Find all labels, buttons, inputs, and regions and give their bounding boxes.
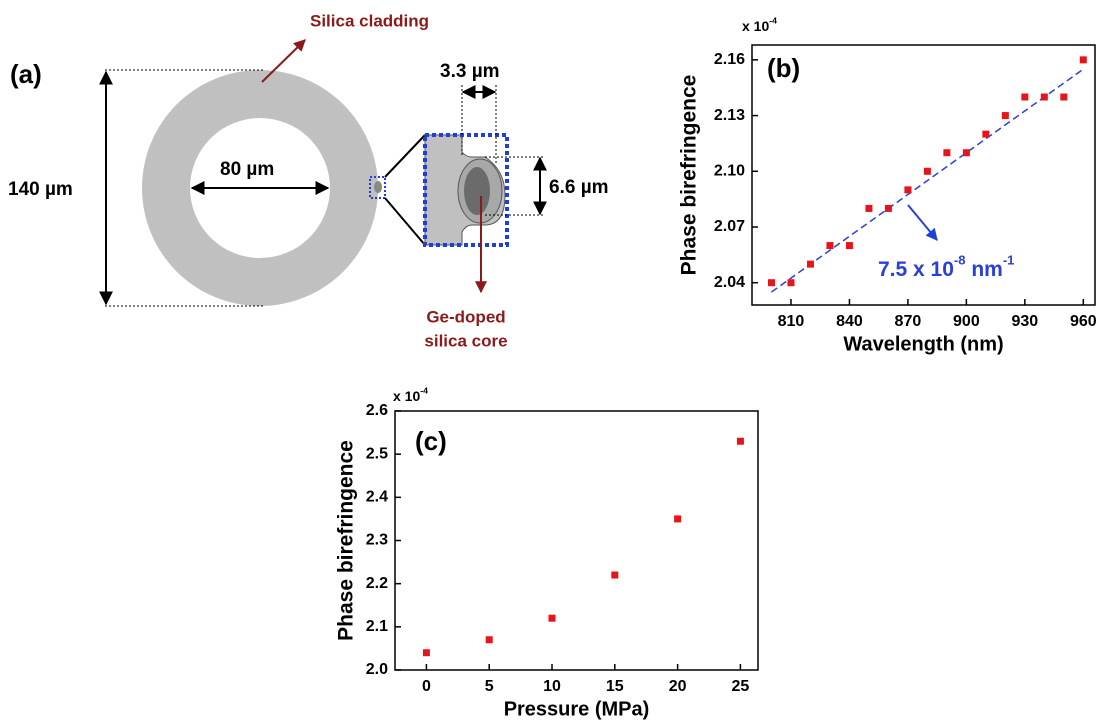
superscript: -1 xyxy=(1003,253,1015,268)
panel-label: (a) xyxy=(10,59,42,89)
x-tick-label: 930 xyxy=(1011,313,1038,330)
point xyxy=(736,437,744,445)
point xyxy=(548,614,556,622)
core-small xyxy=(374,181,382,193)
y-tick-label: 2.6 xyxy=(366,402,388,419)
dimension-label: 6.6 µm xyxy=(549,177,609,198)
text-part: 7.5 x 10 xyxy=(878,258,954,281)
x-axis-label: Wavelength (nm) xyxy=(843,333,1003,355)
x-tick-label: 840 xyxy=(836,313,863,330)
x-tick-label: 10 xyxy=(543,678,561,695)
x-tick-label: 15 xyxy=(606,678,624,695)
text-part: nm xyxy=(965,258,1002,281)
dimension-label: 3.3 µm xyxy=(440,61,500,82)
point xyxy=(962,149,970,157)
point xyxy=(1021,93,1029,101)
annotation: 7.5 x 10-8 nm-1 xyxy=(878,253,1014,281)
annotation: x 10-4 xyxy=(393,386,428,404)
y-tick-label: 2.1 xyxy=(366,618,388,635)
point xyxy=(611,571,619,579)
y-tick-label: 2.3 xyxy=(366,532,388,549)
cladding-label: Silica cladding xyxy=(310,11,429,30)
panel-label: (c) xyxy=(415,426,447,456)
y-tick-label: 2.07 xyxy=(714,218,745,235)
point xyxy=(923,167,931,175)
y-tick-label: 2.4 xyxy=(366,489,388,506)
x-tick-label: 810 xyxy=(778,313,805,330)
zoom-line xyxy=(384,134,426,178)
plot-frame xyxy=(751,44,1096,306)
core-label: Ge-doped xyxy=(426,307,505,326)
point xyxy=(1060,93,1068,101)
point xyxy=(1079,56,1087,64)
annotation: x 10-4 xyxy=(742,16,777,34)
plot-frame xyxy=(394,410,759,671)
superscript: -8 xyxy=(954,253,966,268)
point xyxy=(845,242,853,250)
point xyxy=(674,515,682,523)
y-tick-label: 2.5 xyxy=(366,445,388,462)
core-inner xyxy=(464,167,490,215)
y-tick-label: 2.04 xyxy=(714,274,745,291)
point xyxy=(943,149,951,157)
y-tick-label: 2.2 xyxy=(366,575,388,592)
zoom-box xyxy=(423,133,509,247)
point xyxy=(767,279,775,287)
fiber-diagram: (a) Silica cladding 140 µm 80 µm 3.3 µm … xyxy=(8,11,609,350)
x-tick-label: 20 xyxy=(669,678,687,695)
x-tick-label: 5 xyxy=(485,678,494,695)
point xyxy=(865,204,873,212)
y-axis-label: Phase birefringence xyxy=(335,440,358,641)
point xyxy=(485,636,493,644)
point xyxy=(787,279,795,287)
zoom-box-small xyxy=(369,176,386,199)
pointer-arrow xyxy=(261,39,306,83)
x-tick-label: 0 xyxy=(422,678,431,695)
x-axis-label: Pressure (MPa) xyxy=(504,698,650,720)
superscript: -4 xyxy=(769,16,777,26)
x-tick-label: 900 xyxy=(953,313,980,330)
y-tick-label: 2.10 xyxy=(714,163,745,180)
panel-label: (b) xyxy=(767,53,800,83)
point xyxy=(1001,112,1009,120)
y-axis-label: Phase birefringence xyxy=(678,75,701,276)
zoom-line xyxy=(384,197,426,246)
x-tick-label: 870 xyxy=(895,313,922,330)
point xyxy=(422,649,430,657)
core-label: silica core xyxy=(424,331,507,350)
annotation-arrow xyxy=(907,204,938,241)
x-tick-label: 960 xyxy=(1070,313,1097,330)
point xyxy=(884,204,892,212)
point xyxy=(1040,93,1048,101)
superscript: -4 xyxy=(420,386,428,396)
dimension-label: 140 µm xyxy=(8,179,73,200)
y-tick-label: 2.16 xyxy=(714,51,745,68)
dimension-label: 80 µm xyxy=(220,159,274,180)
point xyxy=(982,130,990,138)
fit-line xyxy=(771,68,1084,293)
point xyxy=(826,242,834,250)
y-tick-label: 2.0 xyxy=(366,661,388,678)
x-tick-label: 25 xyxy=(732,678,750,695)
text-part: x 10 xyxy=(393,388,420,404)
point xyxy=(904,186,912,194)
y-tick-label: 2.13 xyxy=(714,107,745,124)
text-part: x 10 xyxy=(742,18,769,34)
point xyxy=(806,260,814,268)
